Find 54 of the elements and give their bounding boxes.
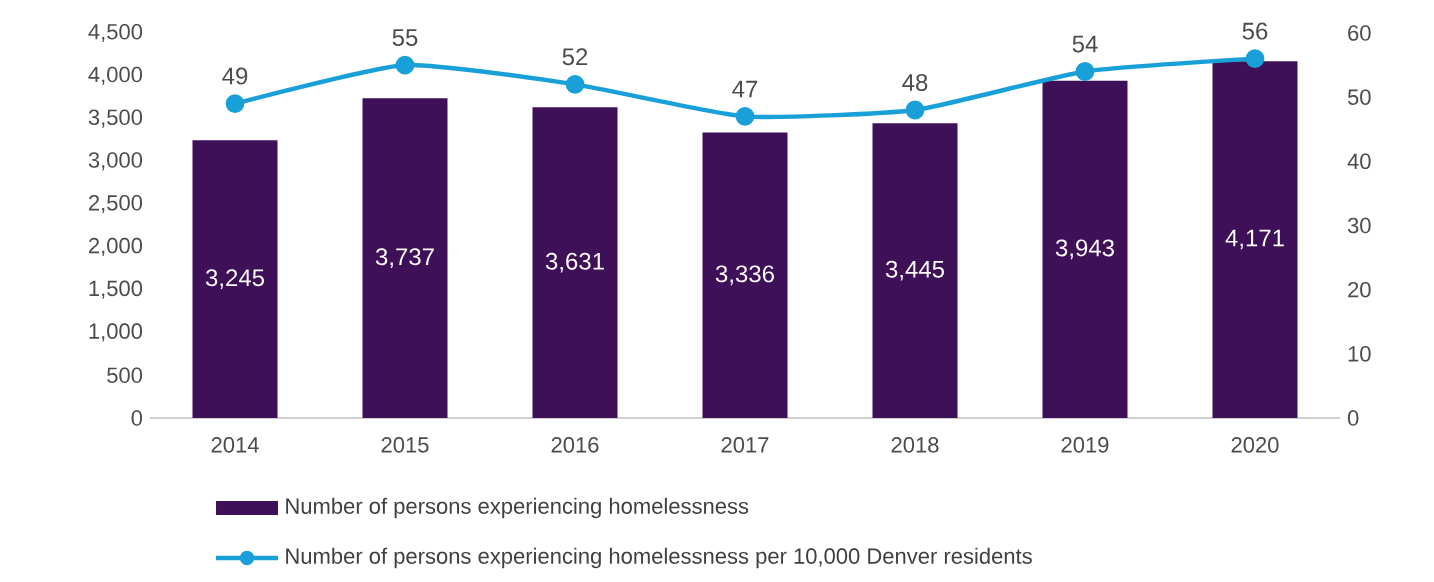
- y-tick-label: 4,000: [88, 66, 143, 85]
- data-label: 3,943: [1055, 239, 1114, 260]
- legend-label: Number of persons experiencing homelessness: [286, 497, 749, 519]
- point: [1245, 49, 1265, 69]
- y2-tick-label: 50: [1347, 89, 1371, 105]
- y-tick-label: 4,500: [88, 23, 143, 43]
- x-tick-label: 2018: [891, 437, 939, 453]
- point: [1075, 62, 1095, 81]
- y2-tick-label: 30: [1347, 217, 1371, 234]
- x-tick-label: 2016: [551, 437, 599, 453]
- y2-tick-label: 10: [1348, 346, 1371, 362]
- y2-tick-label: 0: [1347, 410, 1359, 426]
- y2-tick-label: 40: [1347, 153, 1371, 170]
- bar: [702, 132, 788, 418]
- y-tick-label: 3,500: [88, 109, 143, 128]
- point: [905, 100, 925, 120]
- bar: [1042, 80, 1128, 418]
- bar: [192, 140, 278, 418]
- data-label: 3,245: [205, 269, 265, 290]
- point: [565, 74, 585, 94]
- data-label: 4,171: [1225, 229, 1284, 250]
- y-tick-label: 1,500: [89, 280, 143, 299]
- data-label: 48: [902, 73, 928, 91]
- x-tick-label: 2014: [211, 437, 259, 453]
- data-label: 56: [1242, 22, 1268, 40]
- data-label: 3,631: [545, 252, 604, 273]
- y-tick-label: 0: [131, 410, 143, 426]
- x-tick-label: 2015: [381, 437, 429, 453]
- y-tick-label: 500: [107, 367, 143, 383]
- x-tick-label: 2017: [721, 437, 769, 453]
- legend-label: Number of persons experiencing homelessness per 10,000 Denver residents: [286, 547, 1032, 569]
- y2-tick-label: 60: [1348, 25, 1371, 41]
- data-label: 3,737: [375, 248, 434, 269]
- point: [735, 107, 755, 126]
- y-tick-label: 1,000: [89, 323, 143, 342]
- data-label: 54: [1072, 35, 1098, 53]
- y2-tick-label: 20: [1348, 281, 1371, 298]
- point: [395, 55, 415, 75]
- bar: [1212, 61, 1298, 418]
- data-label: 49: [222, 67, 248, 85]
- data-label: 3,445: [885, 260, 944, 281]
- bar: [872, 123, 958, 418]
- point: [225, 94, 245, 113]
- y-tick-label: 3,000: [88, 152, 143, 171]
- y-tick-label: 2,000: [88, 237, 143, 256]
- data-label: 52: [562, 48, 588, 66]
- data-label: 47: [732, 80, 758, 98]
- bar: [532, 107, 618, 418]
- x-tick-label: 2020: [1231, 437, 1279, 453]
- data-label: 55: [392, 29, 418, 46]
- bar: [362, 98, 448, 418]
- x-tick-label: 2019: [1061, 437, 1109, 453]
- y-tick-label: 2,500: [88, 195, 143, 214]
- data-label: 3,336: [715, 265, 774, 286]
